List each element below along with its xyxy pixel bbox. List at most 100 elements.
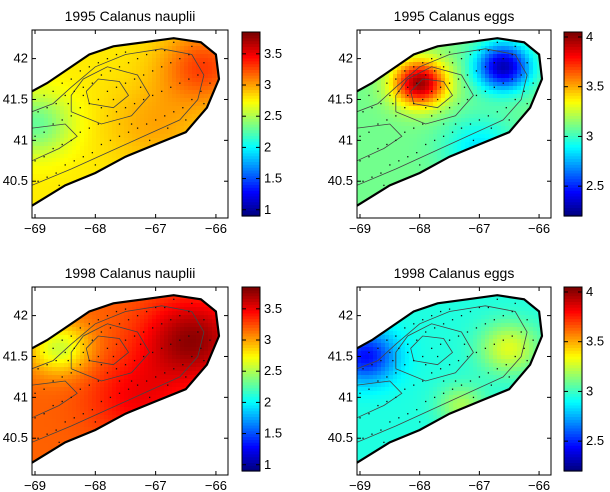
station-dot — [380, 102, 382, 105]
colorbar-frame — [563, 286, 583, 472]
panel-1: −69 −68 −67 −66 40.5 41 41.5 42 1995 Calanus nau… — [3, 8, 282, 236]
station-dot — [70, 139, 72, 142]
station-dot — [109, 70, 112, 72]
station-dot — [362, 180, 364, 182]
bank-outline — [31, 37, 221, 207]
station-dot — [434, 139, 436, 142]
station-dot — [97, 319, 100, 321]
station-dot — [203, 62, 205, 64]
x-tick-label: −67 — [468, 478, 490, 492]
sample-stations — [359, 298, 534, 444]
station-dot — [142, 74, 145, 76]
station-dot — [64, 421, 66, 423]
station-dot — [448, 308, 451, 310]
station-dot — [493, 86, 495, 88]
station-dot — [434, 327, 436, 329]
station-dot — [43, 388, 45, 390]
station-dot — [73, 347, 75, 350]
colorbar: 1 1.5 2 2.5 3 3.5 — [241, 31, 282, 217]
station-dot — [460, 384, 463, 386]
station-dot — [97, 380, 100, 382]
station-dot — [371, 176, 373, 178]
station-dot — [170, 343, 172, 345]
station-dot — [167, 384, 169, 386]
station-dot — [61, 400, 63, 403]
station-dot — [203, 102, 205, 105]
station-dot — [448, 82, 451, 84]
station-dot — [139, 343, 142, 345]
colorbar: 2.5 3 3.5 4 — [563, 29, 604, 217]
station-dot — [439, 343, 442, 345]
colorbar-tick-label: 3.5 — [264, 46, 282, 61]
sample-stations — [34, 41, 211, 187]
station-dot — [188, 335, 190, 337]
station-dot — [73, 90, 75, 93]
station-dot — [191, 98, 193, 101]
station-dot — [61, 376, 63, 378]
depth-contour — [395, 66, 474, 125]
station-dot — [368, 94, 370, 97]
station-dot — [145, 123, 148, 125]
station-dot — [469, 310, 472, 313]
station-dot — [526, 319, 528, 321]
depth-contour — [85, 78, 130, 109]
station-dot — [55, 102, 57, 105]
depth-contour — [357, 380, 403, 419]
station-dot — [82, 86, 84, 88]
station-dot — [386, 82, 388, 84]
depth-contour — [357, 305, 528, 443]
station-dot — [200, 90, 202, 93]
station-dot — [209, 339, 211, 341]
station-dot — [70, 78, 72, 80]
station-dot — [127, 319, 130, 321]
station-dot — [448, 107, 451, 109]
station-dot — [100, 400, 103, 403]
station-dot — [106, 347, 109, 350]
station-dot — [386, 376, 388, 378]
station-dot — [392, 359, 394, 362]
station-dot — [164, 49, 166, 52]
station-dot — [97, 123, 100, 125]
station-dot — [106, 90, 109, 93]
station-dot — [460, 315, 463, 317]
station-dot — [179, 315, 181, 317]
panel-4: −69 −68 −67 −66 40.5 41 41.5 42 1998 Calanus egg… — [328, 265, 604, 492]
station-dot — [380, 172, 382, 174]
station-dot — [434, 396, 436, 399]
station-dot — [413, 384, 415, 386]
station-dot — [37, 180, 39, 182]
station-dot — [413, 127, 415, 129]
x-tick-label: −68 — [84, 221, 106, 236]
station-dot — [173, 368, 175, 370]
station-dot — [457, 78, 460, 80]
station-dot — [55, 172, 57, 174]
station-dot — [88, 384, 90, 386]
station-dot — [419, 164, 421, 166]
station-dot — [115, 310, 118, 313]
station-dot — [64, 351, 66, 354]
station-dot — [58, 441, 60, 444]
station-dot — [170, 319, 172, 321]
station-dot — [395, 139, 397, 142]
station-dot — [416, 82, 418, 84]
station-dot — [469, 53, 472, 56]
station-dot — [422, 62, 424, 64]
depth-contour — [70, 66, 151, 125]
station-dot — [484, 66, 487, 68]
station-dot — [173, 298, 175, 300]
station-dot — [52, 380, 54, 382]
station-dot — [127, 62, 130, 64]
station-dot — [442, 380, 445, 382]
station-dot — [377, 90, 379, 93]
station-dot — [43, 156, 45, 158]
station-dot — [371, 364, 373, 366]
station-dot — [502, 315, 504, 317]
station-dot — [389, 94, 391, 97]
station-dot — [61, 82, 63, 84]
station-dot — [79, 388, 81, 390]
station-dot — [124, 82, 127, 84]
station-dot — [395, 335, 397, 337]
station-dot — [130, 123, 133, 125]
station-dot — [43, 413, 45, 415]
